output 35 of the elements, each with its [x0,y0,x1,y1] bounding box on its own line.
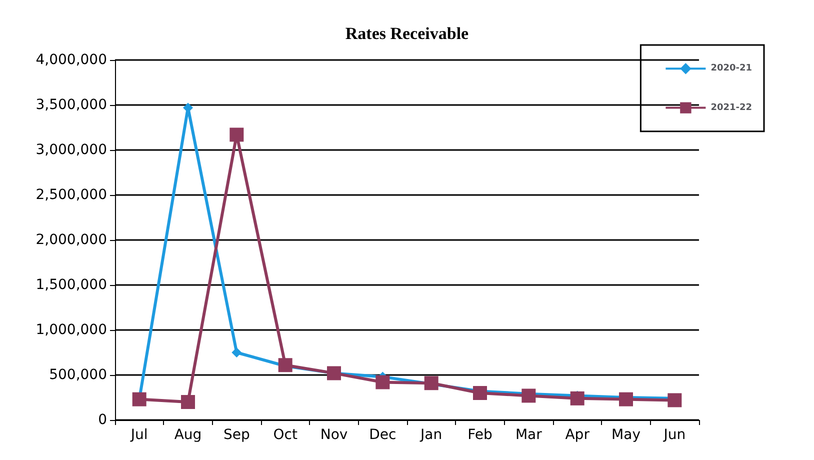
x-tick-label: Sep [223,427,250,443]
point [522,388,536,403]
y-tick-label: 0 [98,412,107,428]
x-tick-label: Feb [468,427,492,443]
legend-label: 2021-22 [710,102,752,113]
x-tick-label: Jun [662,427,686,443]
point [473,386,487,400]
y-tick-label: 2,000,000 [36,232,107,248]
x-tick-label: Nov [320,427,348,443]
point [570,391,584,406]
point [376,375,390,390]
x-tick-label: May [612,427,640,443]
y-tick-label: 2,500,000 [36,187,107,203]
y-tick-label: 3,000,000 [36,142,107,158]
x-tick-label: Jan [420,427,442,443]
x-tick-label: Jul [130,427,148,443]
chart-title: Rates Receivable [345,24,470,43]
y-tick-label: 3,500,000 [36,97,107,113]
point [232,348,242,358]
x-tick-label: Aug [174,427,202,443]
point [619,392,633,406]
x-tick-label: Apr [565,427,590,443]
legend-label: 2020-21 [710,64,752,74]
point [181,395,195,409]
point [230,128,244,142]
y-tick-label: 1,000,000 [36,322,107,338]
point [278,358,292,372]
x-tick-label: Dec [369,427,396,443]
x-tick-label: Mar [515,427,542,443]
point [668,393,682,408]
point [424,376,438,390]
y-tick-label: 500,000 [49,367,107,383]
x-tick-label: Oct [273,427,298,443]
y-tick-label: 1,500,000 [36,277,107,293]
y-tick-label: 4,000,000 [36,52,107,68]
